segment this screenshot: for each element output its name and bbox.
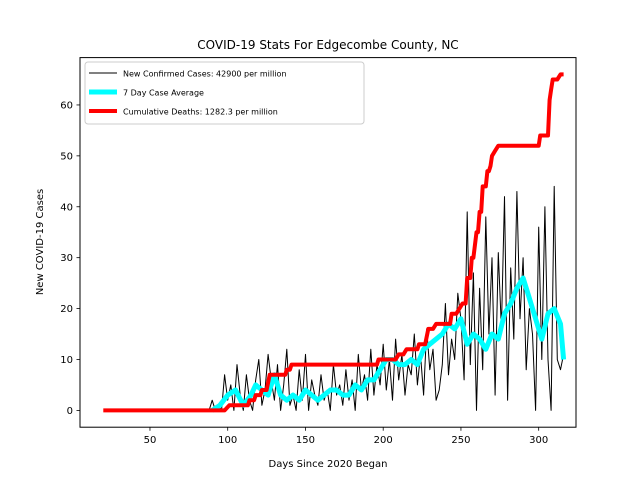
x-tick-label: 300 [529,435,548,446]
legend: New Confirmed Cases: 42900 per million 7… [84,61,365,125]
legend-label-cumulative-deaths: Cumulative Deaths: 1282.3 per million [123,108,278,117]
y-axis-ticks: 0 10 20 30 40 50 60 [60,100,80,417]
x-tick-label: 100 [218,435,237,446]
series-lines [103,72,567,413]
x-tick-label: 150 [296,435,315,446]
y-axis-label: New COVID-19 Cases [35,189,46,295]
y-tick-label: 40 [60,202,73,213]
x-tick-label: 50 [144,435,157,446]
x-tick-label: 200 [374,435,393,446]
y-tick-label: 30 [60,253,73,264]
y-tick-label: 50 [60,151,73,162]
legend-label-new-cases: New Confirmed Cases: 42900 per million [123,70,287,79]
legend-label-7-day-average: 7 Day Case Average [123,89,204,98]
new-cases-line [208,185,565,411]
y-tick-label: 20 [60,304,73,315]
plot-border [79,57,577,428]
y-tick-label: 0 [67,406,73,417]
x-tick-label: 250 [451,435,470,446]
y-tick-label: 60 [60,100,73,111]
y-tick-label: 10 [60,355,73,366]
cumulative-deaths-line [103,72,564,413]
legend-box [84,61,365,125]
x-axis-label: Days Since 2020 Began [269,459,388,470]
chart-title: COVID-19 Stats For Edgecombe County, NC [197,38,458,52]
x-axis-ticks: 50 100 150 200 250 300 [144,427,548,446]
